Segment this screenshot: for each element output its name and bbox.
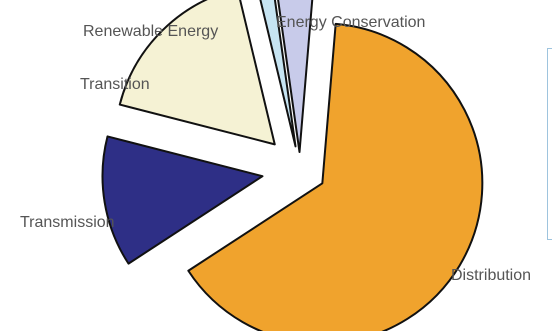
label-transition: Transition (80, 76, 150, 93)
pie-labels: Energy Conservation Renewable Energy Tra… (20, 14, 531, 284)
label-transmission: Transmission (20, 214, 115, 231)
pie-slices (101, 0, 484, 331)
slice-distribution (187, 22, 484, 331)
slice-energy-conservation (277, 0, 314, 154)
label-renewable-energy: Renewable Energy (83, 23, 218, 40)
legend-box (547, 48, 552, 240)
label-energy-conservation: Energy Conservation (276, 14, 425, 31)
label-distribution: Distribution (451, 267, 531, 284)
slice-transmission (101, 135, 264, 265)
slice-renewable-energy (259, 0, 297, 148)
slice-transition (118, 0, 276, 146)
